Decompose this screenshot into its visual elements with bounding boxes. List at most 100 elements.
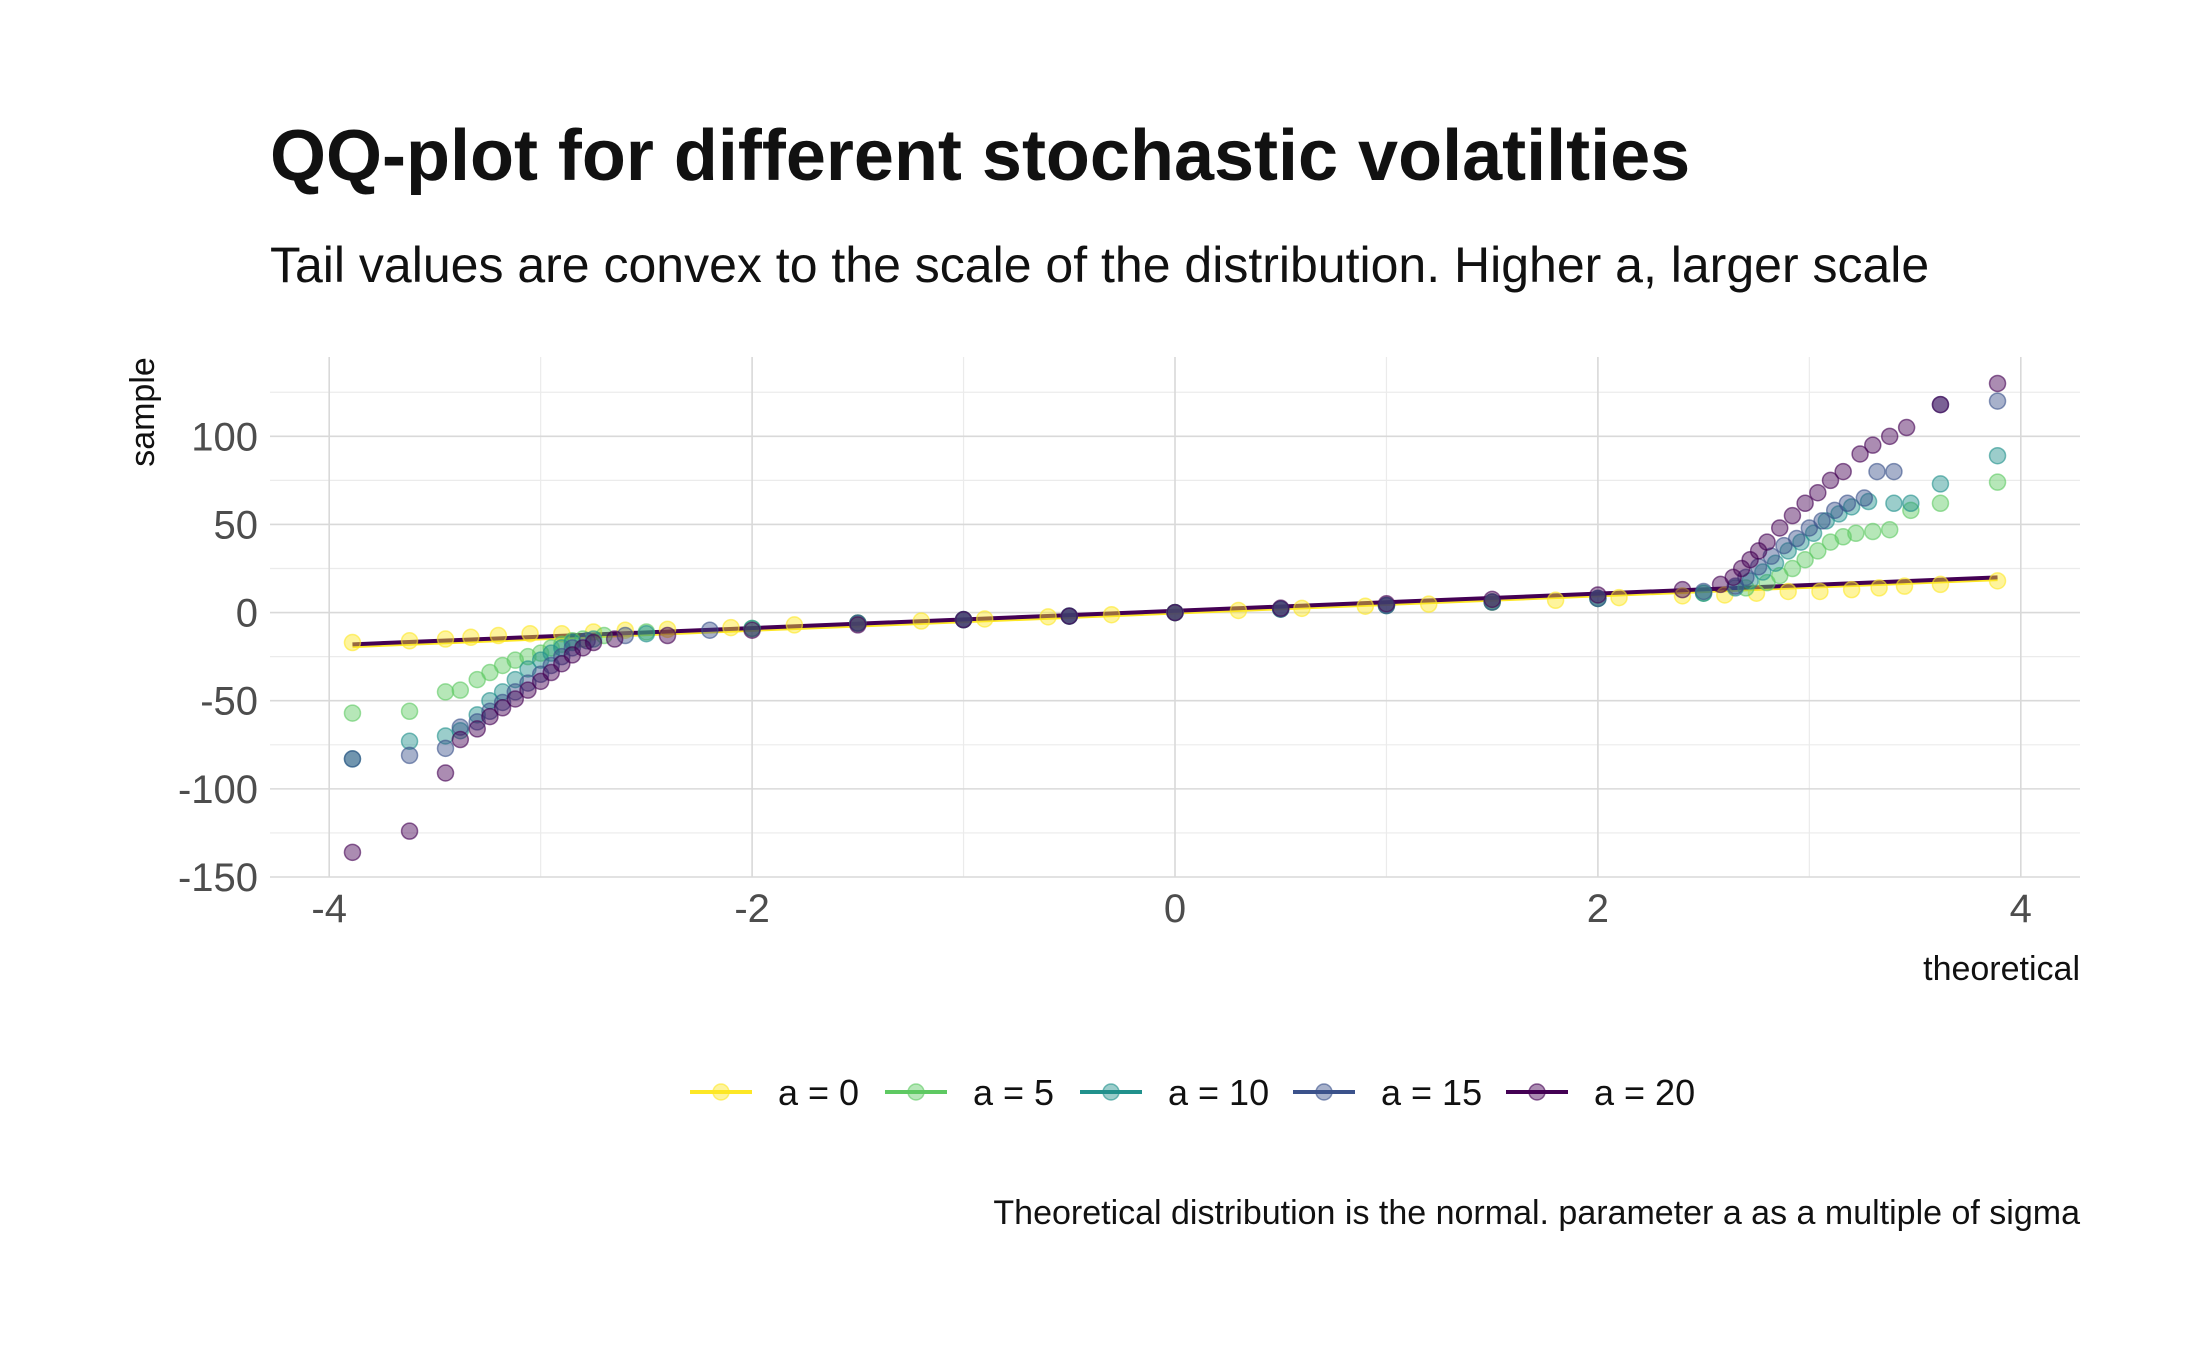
data-point (1864, 436, 1882, 454)
data-point (1779, 582, 1797, 601)
data-point (743, 621, 761, 639)
chart-subtitle: Tail values are convex to the scale of t… (270, 237, 1929, 293)
data-point (637, 624, 656, 643)
data-point (1166, 603, 1184, 622)
series-points (343, 572, 2007, 652)
legend-label: a = 5 (973, 1072, 1054, 1113)
y-tick-label: 0 (236, 592, 258, 636)
data-point (1880, 520, 1899, 539)
data-point (658, 626, 677, 645)
data-point (701, 621, 719, 639)
data-point (343, 750, 362, 768)
data-point (1834, 462, 1852, 481)
data-point (1377, 595, 1396, 613)
data-point (1811, 582, 1829, 601)
data-point (451, 681, 470, 699)
data-point (1610, 588, 1628, 607)
data-point (616, 626, 634, 645)
x-tick-label: -4 (311, 887, 347, 931)
data-point (1783, 559, 1802, 578)
data-point (1851, 445, 1869, 463)
y-tick-label: -50 (200, 680, 258, 724)
legend-label: a = 10 (1168, 1072, 1269, 1113)
data-point (954, 610, 973, 629)
data-point (1546, 591, 1565, 610)
y-tick-label: -150 (178, 856, 258, 900)
data-point (436, 739, 455, 758)
legend-label: a = 20 (1594, 1072, 1695, 1113)
data-point (1988, 446, 2007, 465)
x-tick-label: 2 (1587, 887, 1609, 931)
data-point (1885, 462, 1903, 481)
legend-item: a = 10 (1080, 1072, 1269, 1113)
data-point (1821, 471, 1840, 490)
x-tick-label: 4 (2010, 887, 2032, 931)
data-point (584, 633, 603, 652)
data-point (1847, 524, 1865, 543)
x-axis-title: theoretical (1923, 950, 2080, 988)
legend-key-point (1528, 1083, 1546, 1101)
data-point (563, 633, 582, 652)
data-point (1271, 599, 1290, 617)
data-point (542, 644, 560, 662)
data-point (1988, 374, 2007, 393)
data-point (1787, 529, 1806, 548)
data-point (1419, 595, 1438, 613)
y-tick-label: 100 (191, 415, 258, 459)
data-point (1694, 582, 1713, 601)
legend-key-point (712, 1083, 730, 1101)
reference-line (352, 575, 1998, 647)
y-tick-label: 50 (214, 503, 259, 547)
data-point (1897, 418, 1916, 437)
data-point (1770, 519, 1789, 537)
data-point (451, 730, 470, 749)
x-tick-label: -2 (734, 887, 770, 931)
data-point (1229, 601, 1248, 620)
data-point (1880, 427, 1899, 446)
legend-label: a = 0 (778, 1072, 859, 1113)
data-point (343, 633, 362, 652)
data-point (849, 616, 867, 634)
reference-lines (352, 575, 1998, 649)
data-point (1809, 542, 1827, 560)
data-point (436, 764, 455, 782)
data-point (658, 620, 677, 639)
data-point (1102, 605, 1121, 624)
data-point (1673, 580, 1692, 599)
data-point (1293, 599, 1311, 618)
data-point (493, 656, 512, 675)
data-point (451, 718, 470, 736)
data-point (1783, 506, 1802, 525)
data-point (1039, 608, 1057, 626)
data-point (1868, 462, 1886, 481)
data-point (468, 720, 486, 738)
data-point (519, 660, 537, 678)
legend-item: a = 5 (885, 1072, 1054, 1113)
legend: a = 0 a = 5 a = 10 a = 15 a = 20 (690, 1072, 1695, 1113)
grid (270, 357, 2080, 878)
data-point (400, 746, 419, 765)
data-point (436, 683, 455, 701)
data-point (1821, 533, 1840, 551)
data-point (1931, 494, 1950, 513)
data-point (1855, 489, 1874, 507)
data-point (400, 822, 419, 840)
data-point (481, 707, 499, 726)
data-point (493, 699, 512, 717)
x-tick-label: 0 (1164, 887, 1186, 931)
y-axis-ticks: -150 -100 -50 0 50 100 (178, 415, 258, 900)
data-point (521, 624, 539, 643)
data-point (506, 683, 525, 701)
data-point (519, 674, 537, 692)
data-point (1931, 395, 1950, 414)
data-point (1885, 494, 1903, 513)
y-axis-title: sample (124, 357, 162, 467)
data-point (1758, 533, 1776, 551)
data-point (1842, 580, 1861, 599)
data-point (574, 639, 592, 657)
data-point (1673, 587, 1692, 605)
data-point (1988, 572, 2007, 590)
data-point (1356, 597, 1375, 615)
data-point (400, 732, 419, 751)
